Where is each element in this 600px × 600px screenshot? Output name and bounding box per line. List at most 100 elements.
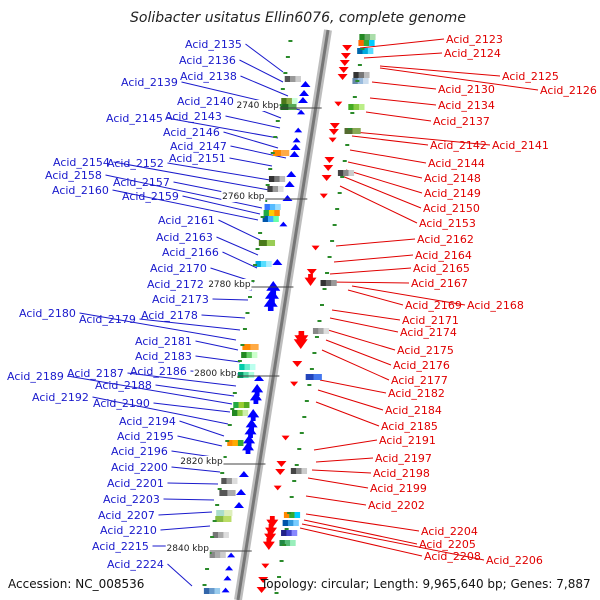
gene-label-left[interactable]: Acid_2188 bbox=[95, 379, 152, 392]
gene-label-left[interactable]: Acid_2186 bbox=[130, 365, 187, 378]
gene-label-right[interactable]: Acid_2130 bbox=[438, 83, 495, 96]
gene-arrow-forward bbox=[297, 109, 306, 115]
gene-label-right[interactable]: Acid_2199 bbox=[370, 482, 427, 495]
gene-label-left[interactable]: Acid_2180 bbox=[19, 307, 76, 320]
gene-label-right[interactable]: Acid_2197 bbox=[375, 452, 432, 465]
gene-label-right[interactable]: Acid_2169 bbox=[405, 299, 462, 312]
gene-label-right[interactable]: Acid_2126 bbox=[540, 84, 597, 97]
gene-label-left[interactable]: Acid_2161 bbox=[158, 214, 215, 227]
gene-label-right[interactable]: Acid_2202 bbox=[368, 499, 425, 512]
gene-label-left[interactable]: Acid_2195 bbox=[117, 430, 174, 443]
gene-label-right[interactable]: Acid_2137 bbox=[433, 115, 490, 128]
gene-label-left[interactable]: Acid_2183 bbox=[135, 350, 192, 363]
gene-label-left[interactable]: Acid_2172 bbox=[147, 278, 204, 291]
gene-label-right[interactable]: Acid_2134 bbox=[438, 99, 495, 112]
gene-label-left[interactable]: Acid_2143 bbox=[165, 110, 222, 123]
feature-block bbox=[279, 540, 286, 546]
gene-label-right[interactable]: Acid_2185 bbox=[381, 420, 438, 433]
gene-label-right[interactable]: Acid_2182 bbox=[388, 387, 445, 400]
tick-mark bbox=[317, 320, 322, 322]
gene-label-left[interactable]: Acid_2151 bbox=[169, 152, 226, 165]
gene-label-left[interactable]: Acid_2215 bbox=[92, 540, 149, 553]
leader-line-left bbox=[105, 174, 263, 209]
gene-label-right[interactable]: Acid_2150 bbox=[423, 202, 480, 215]
gene-label-right[interactable]: Acid_2176 bbox=[393, 359, 450, 372]
gene-label-left[interactable]: Acid_2203 bbox=[103, 493, 160, 506]
gene-label-left[interactable]: Acid_2179 bbox=[79, 313, 136, 326]
gene-arrow-reverse bbox=[337, 74, 348, 80]
gene-label-right[interactable]: Acid_2167 bbox=[411, 277, 468, 290]
kbp-label-bg bbox=[221, 191, 266, 202]
gene-label-right[interactable]: Acid_2149 bbox=[424, 187, 481, 200]
gene-label-left[interactable]: Acid_2154 bbox=[53, 156, 110, 169]
gene-label-right[interactable]: Acid_2204 bbox=[421, 525, 478, 538]
gene-label-left[interactable]: Acid_2160 bbox=[52, 184, 109, 197]
gene-label-right[interactable]: Acid_2123 bbox=[446, 33, 503, 46]
gene-label-left[interactable]: Acid_2196 bbox=[111, 445, 168, 458]
gene-label-right[interactable]: Acid_2177 bbox=[391, 374, 448, 387]
gene-label-left[interactable]: Acid_2194 bbox=[119, 415, 176, 428]
gene-label-right[interactable]: Acid_2171 bbox=[402, 314, 459, 327]
tick-mark bbox=[222, 456, 227, 458]
gene-label-right[interactable]: Acid_2174 bbox=[400, 326, 457, 339]
genome-backbone bbox=[234, 29, 332, 600]
gene-label-left[interactable]: Acid_2145 bbox=[106, 112, 163, 125]
gene-label-right[interactable]: Acid_2162 bbox=[417, 233, 474, 246]
gene-label-left[interactable]: Acid_2173 bbox=[152, 293, 209, 306]
gene-label-left[interactable]: Acid_2140 bbox=[177, 95, 234, 108]
gene-label-left[interactable]: Acid_2190 bbox=[93, 397, 150, 410]
gene-label-left[interactable]: Acid_2146 bbox=[163, 126, 220, 139]
tick-mark bbox=[304, 400, 309, 402]
gene-label-right[interactable]: Acid_2148 bbox=[424, 172, 481, 185]
gene-label-right[interactable]: Acid_2141 bbox=[492, 139, 549, 152]
genome-summary-text: Topology: circular; Length: 9,965,640 bp… bbox=[260, 577, 591, 591]
gene-label-right[interactable]: Acid_2164 bbox=[415, 249, 472, 262]
gene-label-left[interactable]: Acid_2192 bbox=[32, 391, 89, 404]
kbp-label: 2740 kbp bbox=[236, 101, 279, 111]
gene-label-right[interactable]: Acid_2175 bbox=[397, 344, 454, 357]
tick-mark bbox=[230, 408, 235, 410]
leader-line-left bbox=[113, 161, 270, 191]
gene-label-left[interactable]: Acid_2207 bbox=[98, 509, 155, 522]
gene-label-right[interactable]: Acid_2144 bbox=[428, 157, 485, 170]
tick-mark bbox=[205, 568, 210, 570]
gene-label-left[interactable]: Acid_2159 bbox=[122, 190, 179, 203]
gene-label-left[interactable]: Acid_2158 bbox=[45, 169, 102, 182]
gene-label-left[interactable]: Acid_2147 bbox=[170, 140, 227, 153]
gene-label-left[interactable]: Acid_2181 bbox=[135, 335, 192, 348]
gene-label-right[interactable]: Acid_2142 bbox=[430, 139, 487, 152]
gene-label-left[interactable]: Acid_2189 bbox=[7, 370, 64, 383]
gene-label-left[interactable]: Acid_2166 bbox=[162, 246, 219, 259]
gene-label-left[interactable]: Acid_2210 bbox=[100, 524, 157, 537]
gene-label-left[interactable]: Acid_2224 bbox=[107, 558, 164, 571]
gene-label-left[interactable]: Acid_2157 bbox=[113, 176, 170, 189]
leader-line-left bbox=[158, 511, 213, 516]
gene-label-right[interactable]: Acid_2165 bbox=[413, 262, 470, 275]
gene-label-left[interactable]: Acid_2163 bbox=[156, 231, 213, 244]
gene-label-right[interactable]: Acid_2153 bbox=[419, 217, 476, 230]
gene-label-left[interactable]: Acid_2138 bbox=[180, 70, 237, 83]
gene-label-right[interactable]: Acid_2168 bbox=[467, 299, 524, 312]
gene-label-right[interactable]: Acid_2198 bbox=[373, 467, 430, 480]
gene-label-right[interactable]: Acid_2205 bbox=[419, 538, 476, 551]
gene-label-right[interactable]: Acid_2184 bbox=[385, 404, 442, 417]
gene-label-left[interactable]: Acid_2170 bbox=[150, 262, 207, 275]
gene-label-right[interactable]: Acid_2124 bbox=[444, 47, 501, 60]
feature-block bbox=[274, 210, 280, 216]
gene-label-left[interactable]: Acid_2201 bbox=[107, 477, 164, 490]
gene-label-left[interactable]: Acid_2152 bbox=[107, 157, 164, 170]
gene-label-right[interactable]: Acid_2206 bbox=[486, 554, 543, 567]
leader-line-right bbox=[379, 65, 501, 77]
gene-label-left[interactable]: Acid_2200 bbox=[111, 461, 168, 474]
gene-label-left[interactable]: Acid_2187 bbox=[67, 367, 124, 380]
leader-line-right bbox=[365, 111, 432, 122]
feature-block bbox=[233, 402, 239, 408]
gene-label-right[interactable]: Acid_2208 bbox=[424, 550, 481, 563]
gene-label-left[interactable]: Acid_2178 bbox=[141, 309, 198, 322]
gene-label-left[interactable]: Acid_2139 bbox=[121, 76, 178, 89]
gene-label-right[interactable]: Acid_2191 bbox=[379, 434, 436, 447]
gene-label-right[interactable]: Acid_2125 bbox=[502, 70, 559, 83]
gene-label-left[interactable]: Acid_2135 bbox=[185, 38, 242, 51]
gene-arrow-reverse bbox=[328, 137, 337, 143]
gene-label-left[interactable]: Acid_2136 bbox=[179, 54, 236, 67]
